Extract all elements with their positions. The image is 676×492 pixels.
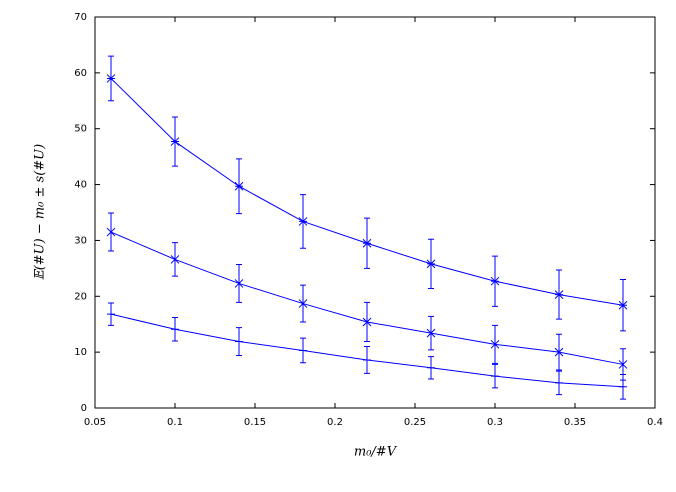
x-tick-label: 0.4 <box>647 417 663 428</box>
marker <box>170 137 180 146</box>
marker <box>619 382 627 391</box>
marker <box>235 337 243 346</box>
marker <box>171 325 179 334</box>
marker <box>490 339 500 349</box>
marker <box>554 347 564 357</box>
x-tick-label: 0.2 <box>327 417 343 428</box>
y-tick-label: 40 <box>74 180 87 191</box>
marker <box>234 279 244 288</box>
marker <box>618 360 628 369</box>
x-tick-label: 0.1 <box>167 417 183 428</box>
marker <box>363 355 371 364</box>
plot-frame <box>94 16 656 409</box>
marker <box>426 328 436 338</box>
y-tick-label: 10 <box>74 347 87 358</box>
marker <box>362 317 372 327</box>
marker <box>107 310 115 319</box>
x-axis-label: m₀/#V <box>354 445 398 460</box>
series-line <box>110 78 624 306</box>
marker <box>298 299 308 308</box>
marker <box>426 259 436 269</box>
marker <box>170 255 180 264</box>
marker <box>491 372 499 381</box>
y-tick-label: 30 <box>74 235 87 246</box>
y-tick-label: 0 <box>81 403 87 414</box>
x-tick-label: 0.3 <box>487 417 503 428</box>
marker <box>299 346 307 355</box>
x-tick-label: 0.35 <box>564 417 586 428</box>
y-tick-label: 60 <box>74 68 87 79</box>
marker <box>106 227 116 237</box>
marker <box>234 181 244 191</box>
y-tick-label: 20 <box>74 291 87 302</box>
x-tick-label: 0.05 <box>84 417 106 428</box>
marker <box>490 276 500 286</box>
marker <box>298 217 308 226</box>
marker <box>427 363 435 372</box>
marker <box>555 378 563 387</box>
y-tick-label: 70 <box>74 12 87 23</box>
marker <box>618 300 628 310</box>
x-tick-label: 0.15 <box>244 417 266 428</box>
marker <box>554 290 564 299</box>
y-axis-label: 𝔼(#U) − m₀ ± s(#U) <box>33 144 48 280</box>
x-tick-label: 0.25 <box>404 417 426 428</box>
y-tick-label: 50 <box>74 124 87 135</box>
marker <box>362 238 372 248</box>
marker <box>106 74 116 83</box>
